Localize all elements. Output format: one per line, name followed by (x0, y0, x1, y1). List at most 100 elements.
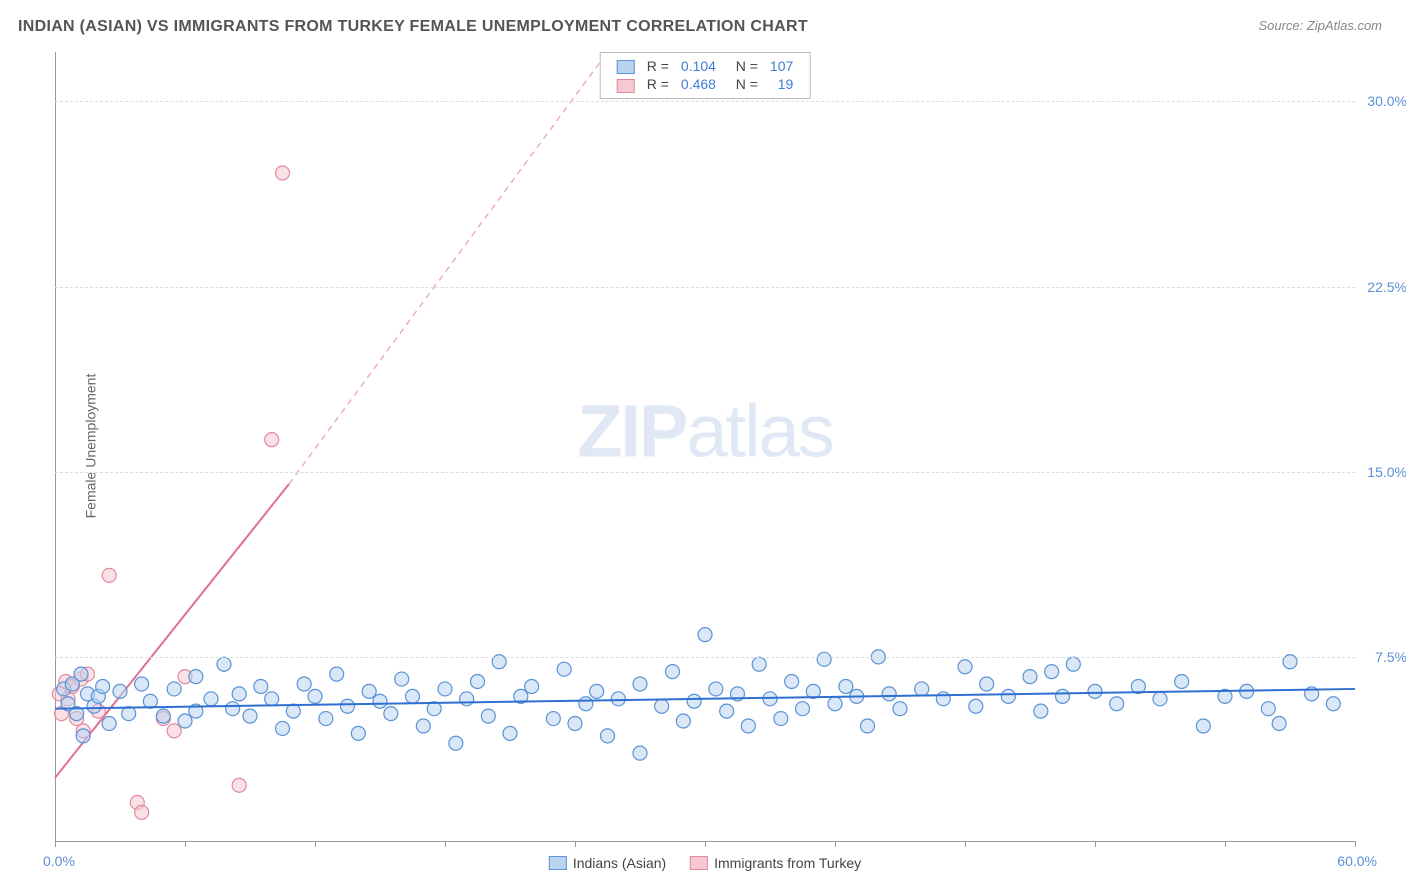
r-value-1: 0.468 (675, 75, 722, 93)
data-point (1261, 702, 1275, 716)
x-tick (835, 841, 836, 847)
data-point (1001, 689, 1015, 703)
legend-label-0: Indians (Asian) (573, 855, 666, 871)
x-max-label: 60.0% (1337, 853, 1377, 869)
data-point (1056, 689, 1070, 703)
x-tick (445, 841, 446, 847)
x-tick (1095, 841, 1096, 847)
x-min-label: 0.0% (43, 853, 75, 869)
data-point (265, 692, 279, 706)
data-point (471, 675, 485, 689)
data-point (373, 694, 387, 708)
data-point (546, 712, 560, 726)
data-point (633, 746, 647, 760)
data-point (633, 677, 647, 691)
data-point (882, 687, 896, 701)
data-point (481, 709, 495, 723)
data-point (189, 670, 203, 684)
n-value-1: 19 (764, 75, 799, 93)
data-point (276, 721, 290, 735)
x-tick (1355, 841, 1356, 847)
data-point (351, 726, 365, 740)
data-point (384, 707, 398, 721)
swatch-series-0 (617, 60, 635, 74)
x-tick (55, 841, 56, 847)
chart-title: INDIAN (ASIAN) VS IMMIGRANTS FROM TURKEY… (18, 18, 808, 36)
data-point (178, 714, 192, 728)
r-value-0: 0.104 (675, 57, 722, 75)
n-value-0: 107 (764, 57, 799, 75)
data-point (243, 709, 257, 723)
data-point (308, 689, 322, 703)
data-point (265, 433, 279, 447)
data-point (666, 665, 680, 679)
y-tick-label: 30.0% (1359, 93, 1406, 109)
data-point (319, 712, 333, 726)
data-point (1175, 675, 1189, 689)
y-tick-label: 22.5% (1359, 279, 1406, 295)
data-point (936, 692, 950, 706)
data-point (655, 699, 669, 713)
swatch-bottom-1 (690, 856, 708, 870)
data-point (341, 699, 355, 713)
data-point (362, 684, 376, 698)
data-point (568, 717, 582, 731)
r-label-1: R = (641, 75, 675, 93)
data-point (76, 729, 90, 743)
data-point (676, 714, 690, 728)
legend-item-0: Indians (Asian) (549, 855, 666, 871)
data-point (102, 568, 116, 582)
data-point (774, 712, 788, 726)
series-legend: Indians (Asian) Immigrants from Turkey (539, 855, 871, 871)
x-tick (185, 841, 186, 847)
data-point (232, 687, 246, 701)
data-point (557, 662, 571, 676)
data-point (167, 724, 181, 738)
data-point (980, 677, 994, 691)
data-point (687, 694, 701, 708)
data-point (1034, 704, 1048, 718)
data-point (286, 704, 300, 718)
gridline-h (55, 657, 1355, 658)
data-point (276, 166, 290, 180)
data-point (1326, 697, 1340, 711)
data-point (416, 719, 430, 733)
data-point (1045, 665, 1059, 679)
data-point (135, 677, 149, 691)
data-point (1272, 717, 1286, 731)
data-point (449, 736, 463, 750)
data-point (460, 692, 474, 706)
data-point (752, 657, 766, 671)
gridline-h (55, 101, 1355, 102)
data-point (122, 707, 136, 721)
data-point (828, 697, 842, 711)
legend-row-series-0: R = 0.104 N = 107 (611, 57, 800, 75)
correlation-legend: R = 0.104 N = 107 R = 0.468 N = 19 (600, 52, 811, 99)
n-label-0: N = (722, 57, 764, 75)
data-point (254, 679, 268, 693)
x-tick (315, 841, 316, 847)
data-point (395, 672, 409, 686)
data-point (503, 726, 517, 740)
data-point (135, 805, 149, 819)
legend-label-1: Immigrants from Turkey (714, 855, 861, 871)
data-point (720, 704, 734, 718)
data-point (741, 719, 755, 733)
data-point (601, 729, 615, 743)
data-point (611, 692, 625, 706)
data-point (156, 709, 170, 723)
data-point (1023, 670, 1037, 684)
x-tick (575, 841, 576, 847)
x-tick (1225, 841, 1226, 847)
data-point (330, 667, 344, 681)
data-point (217, 657, 231, 671)
data-point (958, 660, 972, 674)
data-point (969, 699, 983, 713)
data-point (817, 652, 831, 666)
data-point (709, 682, 723, 696)
y-tick-label: 7.5% (1359, 649, 1406, 665)
data-point (297, 677, 311, 691)
data-point (893, 702, 907, 716)
r-label-0: R = (641, 57, 675, 75)
plot-area: ZIPatlas R = 0.104 N = 107 R = 0.468 N =… (55, 52, 1355, 842)
